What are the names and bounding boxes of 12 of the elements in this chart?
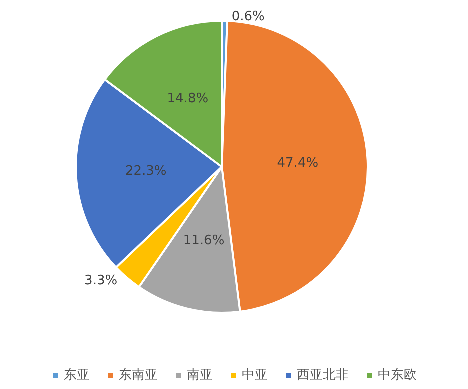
legend-label: 东亚 [64, 368, 90, 383]
data-label: 11.6% [183, 233, 225, 248]
legend-label: 中东欧 [378, 368, 417, 383]
legend-label: 东南亚 [119, 368, 158, 383]
legend-label: 南亚 [187, 368, 213, 383]
data-label: 3.3% [84, 274, 118, 289]
data-label: 0.6% [232, 10, 265, 25]
data-label: 47.4% [277, 156, 319, 172]
legend-label: 中亚 [242, 368, 268, 383]
legend-label: 西亚北非 [297, 368, 349, 383]
data-label: 14.8% [167, 92, 209, 107]
data-label: 22.3% [125, 164, 167, 180]
